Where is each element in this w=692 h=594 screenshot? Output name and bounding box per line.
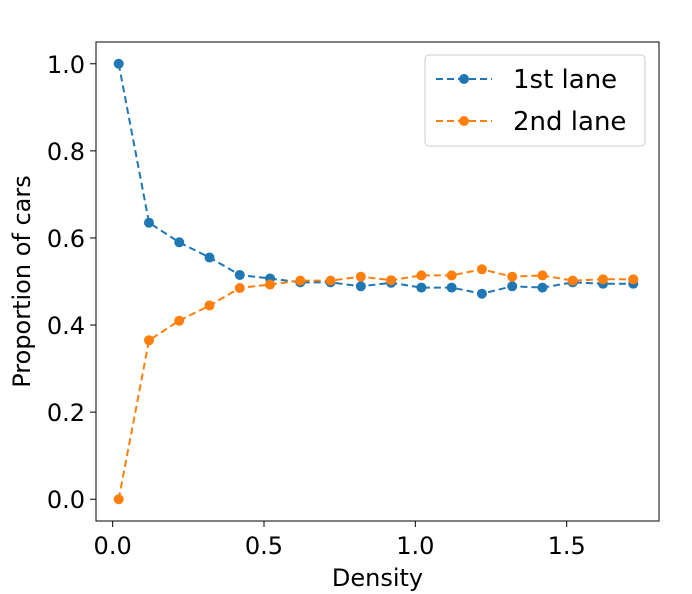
legend-label: 2nd lane (513, 107, 626, 137)
axes-frame (95, 41, 660, 522)
data-point (143, 217, 154, 228)
data-point (234, 269, 245, 280)
series-layer (113, 58, 639, 505)
x-axis-label: Density (332, 564, 423, 592)
y-tick-label: 0.2 (47, 399, 85, 427)
data-point (295, 275, 306, 286)
data-point (476, 264, 487, 275)
data-point (446, 270, 457, 281)
series-line (117, 63, 634, 295)
data-point (537, 282, 548, 293)
data-point (113, 494, 124, 505)
data-point (325, 275, 336, 286)
x-tick-label: 0.5 (245, 532, 283, 560)
data-point (355, 281, 366, 292)
y-tick-label: 0.0 (47, 486, 85, 514)
data-point (507, 281, 518, 292)
data-point (537, 270, 548, 281)
data-point (416, 282, 427, 293)
data-point (355, 271, 366, 282)
data-point (628, 274, 639, 285)
plot-frame (95, 41, 660, 522)
data-point (386, 275, 397, 286)
data-point (598, 274, 609, 285)
x-tick-label: 0.0 (94, 532, 132, 560)
series-2 (113, 264, 639, 505)
data-point (113, 58, 124, 69)
legend-label: 1st lane (513, 65, 617, 95)
data-point (174, 315, 185, 326)
data-point (174, 237, 185, 248)
legend: 1st lane 2nd lane (424, 54, 646, 147)
y-tick-label: 0.8 (47, 138, 85, 166)
x-tick-label: 1.0 (396, 532, 434, 560)
x-axis: 0.0 0.5 1.0 1.5 (94, 521, 586, 560)
y-tick-label: 0.6 (47, 225, 85, 253)
y-tick-label: 0.4 (47, 312, 85, 340)
series-line (117, 268, 634, 500)
legend-marker (459, 74, 469, 84)
x-tick-label: 1.5 (548, 532, 586, 560)
data-point (234, 283, 245, 294)
legend-marker (459, 116, 469, 126)
data-point (204, 300, 215, 311)
legend-box (424, 54, 646, 147)
legend-item: 2nd lane (436, 107, 626, 137)
data-point (143, 335, 154, 346)
data-point (265, 279, 276, 290)
data-point (476, 288, 487, 299)
data-point (416, 270, 427, 281)
legend-item: 1st lane (436, 65, 617, 95)
y-axis: 0.0 0.2 0.4 0.6 0.8 1.0 (47, 51, 96, 514)
data-point (446, 282, 457, 293)
data-point (507, 271, 518, 282)
y-tick-label: 1.0 (47, 51, 85, 79)
data-point (567, 275, 578, 286)
data-point (204, 252, 215, 263)
y-axis-label: Proportion of cars (8, 175, 36, 388)
